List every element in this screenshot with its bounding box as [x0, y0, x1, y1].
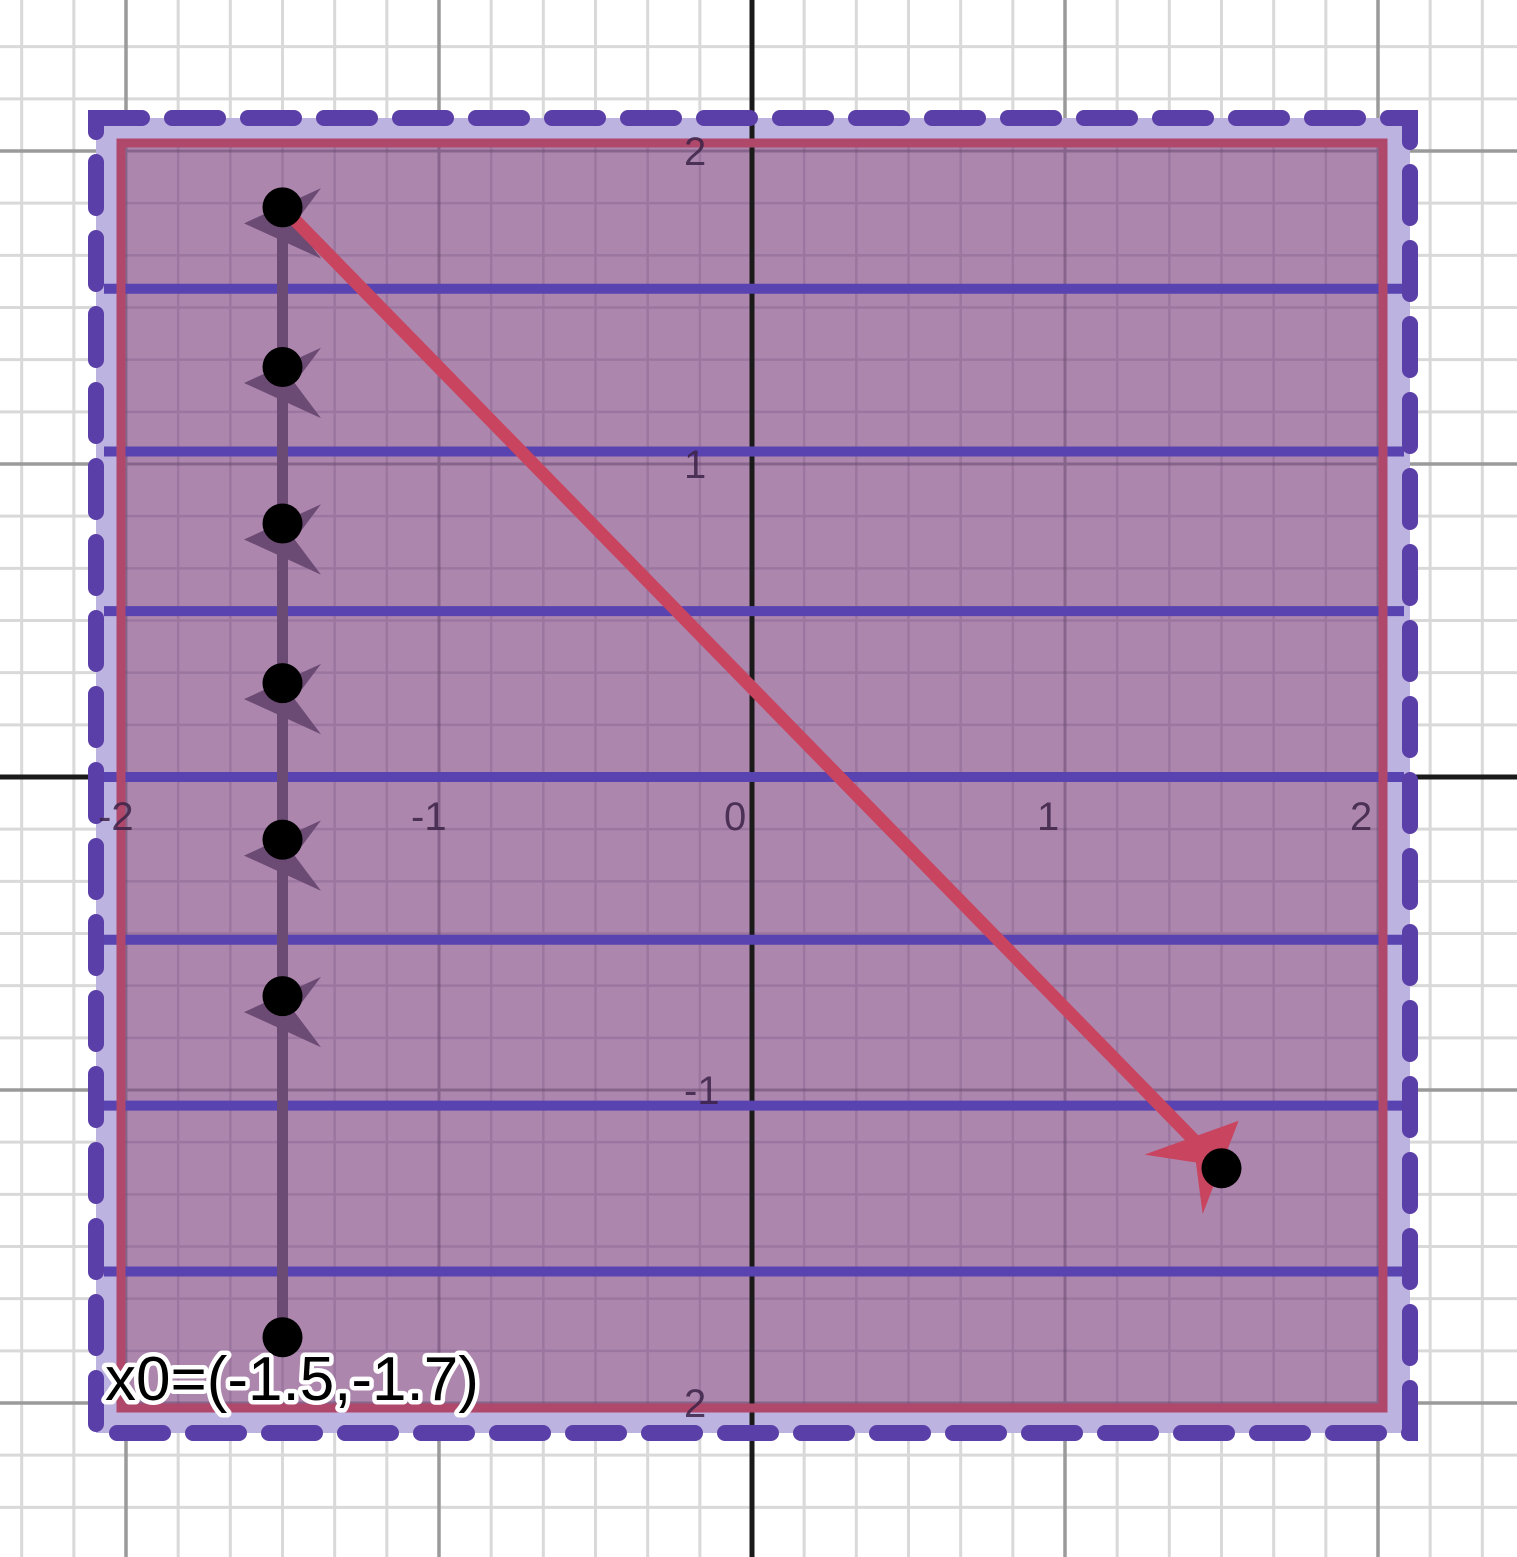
iterate-point-0	[262, 187, 303, 228]
x-tick-label-1: -1	[411, 795, 447, 839]
outer-dashed-box-border	[88, 110, 1418, 1441]
target-point	[1201, 1148, 1242, 1189]
iterate-point-4	[262, 819, 303, 860]
annotations-group: x0=(-1.5,-1.7)	[101, 1341, 484, 1419]
descent-arrow	[277, 202, 1239, 1215]
y-tick-label-2: -1	[684, 1069, 720, 1113]
iterate-point-6	[262, 1317, 303, 1358]
x-tick-label-4: 2	[1350, 795, 1372, 839]
descent-arrow-group	[277, 202, 1239, 1215]
iterate-point-5	[262, 976, 303, 1017]
y-tick-label-3: 2	[684, 1382, 706, 1426]
iterate-point-2	[262, 503, 303, 544]
level-lines-group	[104, 283, 1404, 1277]
iterate-point-1	[262, 346, 303, 387]
start-point-label: x0=(-1.5,-1.7)	[105, 1345, 479, 1414]
y-tick-label-1: 1	[684, 443, 706, 487]
target-point-group	[1201, 1148, 1242, 1189]
y-tick-label-0: 2	[684, 130, 706, 174]
x-tick-label-2: 0	[724, 795, 746, 839]
iterate-point-3	[262, 663, 303, 704]
x-tick-label-0: -2	[98, 795, 134, 839]
x-tick-label-3: 1	[1037, 795, 1059, 839]
iterate-points-group	[262, 187, 303, 1358]
tick-labels-group: -2 -1 0 1 2 2 1 -1 2	[98, 130, 1372, 1426]
inner-solid-box-border	[116, 138, 1388, 1413]
